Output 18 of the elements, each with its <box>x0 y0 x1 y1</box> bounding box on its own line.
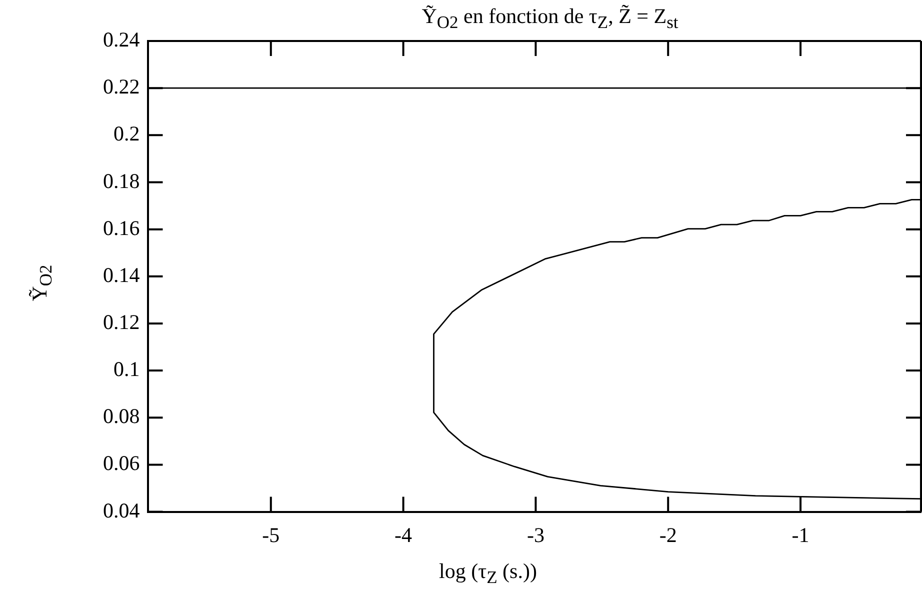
y-tick-label: 0.12 <box>103 310 140 334</box>
y-tick-label: 0.08 <box>103 404 140 428</box>
x-tick-label: -2 <box>659 522 677 547</box>
y-tick-label: 0.06 <box>103 451 140 476</box>
chart-title: Ỹ$_{O2}$ en fonction de τ$_{Z}$, Z̃ = Z$_{st}$ <box>420 4 680 34</box>
y-tick-label: 0.22 <box>103 74 140 99</box>
y-tick-label: 0.04 <box>103 498 140 522</box>
y-tick-label: 0.16 <box>103 216 140 240</box>
y-tick-label: 0.1 <box>114 357 140 382</box>
y-tick-label: 0.2 <box>114 122 140 146</box>
x-tick-label: -3 <box>526 522 544 547</box>
y-tick-label: 0.18 <box>103 168 140 193</box>
x-tick-label: -5 <box>262 522 280 547</box>
x-tick-label: -1 <box>792 522 810 547</box>
y-tick-label: 0.14 <box>103 262 140 287</box>
y-tick-label: 0.24 <box>103 28 140 52</box>
x-tick-label: -4 <box>394 522 413 547</box>
x-axis-title: log (τ$_{Z}$ (s.)) <box>438 559 538 588</box>
